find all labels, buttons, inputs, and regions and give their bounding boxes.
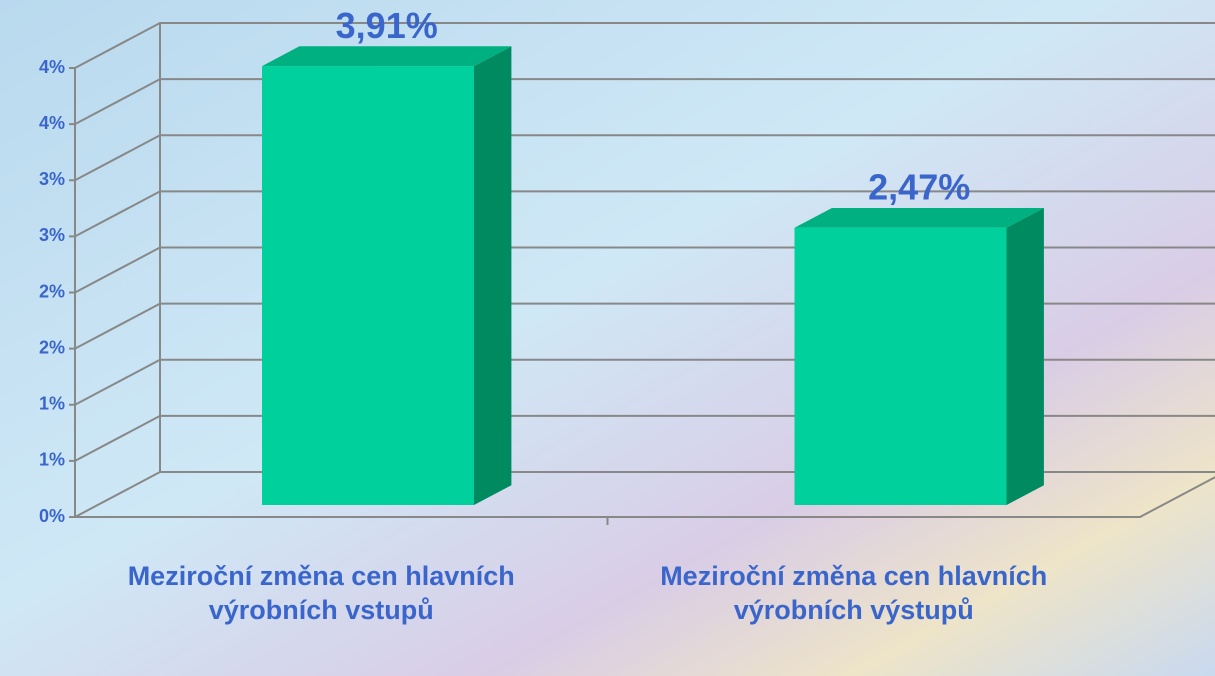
- label-line: výrobních výstupů: [734, 595, 974, 625]
- y-tick-label: 0%: [39, 506, 65, 526]
- data-label: 3,91%: [336, 5, 438, 46]
- bar-top: [794, 207, 1044, 228]
- label-line: Meziroční změna cen hlavních: [128, 561, 515, 591]
- y-tick-label: 1%: [39, 394, 65, 414]
- data-label: 2,47%: [868, 166, 970, 207]
- bar-top: [262, 46, 512, 67]
- y-tick-label: 3%: [39, 225, 65, 245]
- bar-side: [474, 46, 512, 506]
- floor-edge: [75, 476, 1215, 518]
- bar: [794, 227, 1007, 505]
- label-line: výrobních vstupů: [209, 595, 434, 625]
- grid-line: [74, 190, 1215, 238]
- y-tick-label: 2%: [39, 337, 65, 357]
- bar-side: [1006, 207, 1044, 505]
- y-tick-label: 4%: [39, 113, 65, 133]
- y-tick-label: 3%: [39, 169, 65, 189]
- y-tick-label: 4%: [39, 57, 65, 77]
- x-tick-label: Meziroční změna cen hlavních výrobních vý…: [660, 561, 1047, 625]
- bar: [262, 66, 474, 505]
- grid-line: [74, 22, 1215, 69]
- x-tick-label: Meziroční změna cen hlavních výrobních vs…: [128, 561, 515, 625]
- grid-line: [74, 134, 1215, 182]
- y-tick-label: 1%: [39, 450, 65, 470]
- label-line: Meziroční změna cen hlavních: [660, 561, 1047, 591]
- y-tick-label: 2%: [39, 281, 65, 301]
- grid-line: [74, 78, 1215, 126]
